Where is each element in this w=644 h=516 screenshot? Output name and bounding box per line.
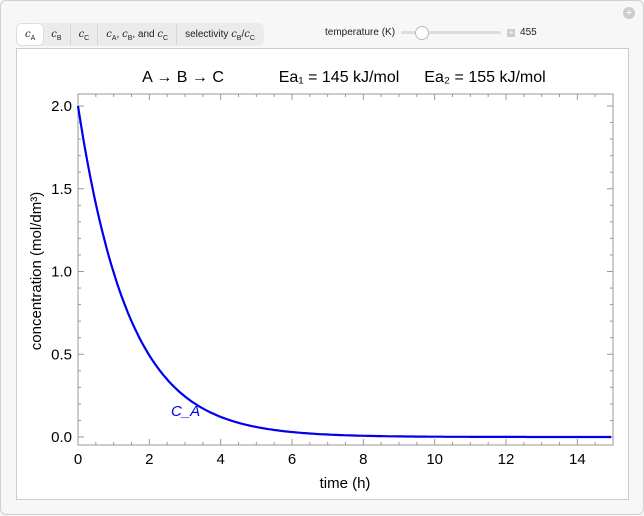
tab-selectivity[interactable]: selectivity cB/cC: [185, 29, 255, 42]
y-tick-label: 2.0: [51, 98, 72, 115]
title-ea1: Ea₁ = 145 kJ/mol: [279, 69, 400, 86]
temperature-value: 455: [520, 27, 537, 38]
temperature-slider[interactable]: [401, 26, 502, 40]
y-axis-label: concentration (mol/dm³): [28, 192, 45, 350]
title-reaction: A → B → C: [142, 69, 224, 86]
x-tick-label: 8: [359, 451, 367, 468]
curve-label-ca: C_A: [171, 403, 200, 420]
tab-all[interactable]: cA, cB, and cC: [98, 24, 178, 45]
tab-cc[interactable]: cC: [71, 24, 99, 45]
slider-knob[interactable]: [415, 26, 430, 40]
x-tick-label: 6: [288, 451, 296, 468]
y-tick-label: 0.0: [51, 429, 72, 446]
series-ca-line: [76, 105, 612, 439]
view-tabs: cA cB cC cA, cB, and cC selectivity cB/c…: [16, 23, 264, 46]
plus-icon[interactable]: +: [507, 27, 516, 37]
x-tick-label: 0: [74, 451, 82, 468]
tab-cb[interactable]: cB: [43, 24, 71, 45]
x-tick-label: 4: [216, 451, 224, 468]
title-ea2: Ea₂ = 155 kJ/mol: [424, 69, 545, 86]
temperature-label: temperature (K): [325, 27, 396, 38]
tab-ca[interactable]: cA: [17, 24, 44, 45]
x-tick-label: 10: [426, 451, 443, 468]
x-axis-label: time (h): [320, 475, 371, 492]
x-tick-label: 2: [145, 451, 153, 468]
plot-frame: [77, 93, 614, 446]
expand-icon[interactable]: +: [623, 7, 635, 19]
y-tick-label: 0.5: [51, 346, 72, 363]
x-tick-label: 12: [498, 451, 515, 468]
x-tick-label: 14: [569, 451, 586, 468]
temperature-control: temperature (K) + 455: [325, 26, 537, 40]
y-tick-label: 1.5: [51, 181, 72, 198]
plot-panel: [16, 48, 629, 500]
y-tick-label: 1.0: [51, 264, 72, 281]
